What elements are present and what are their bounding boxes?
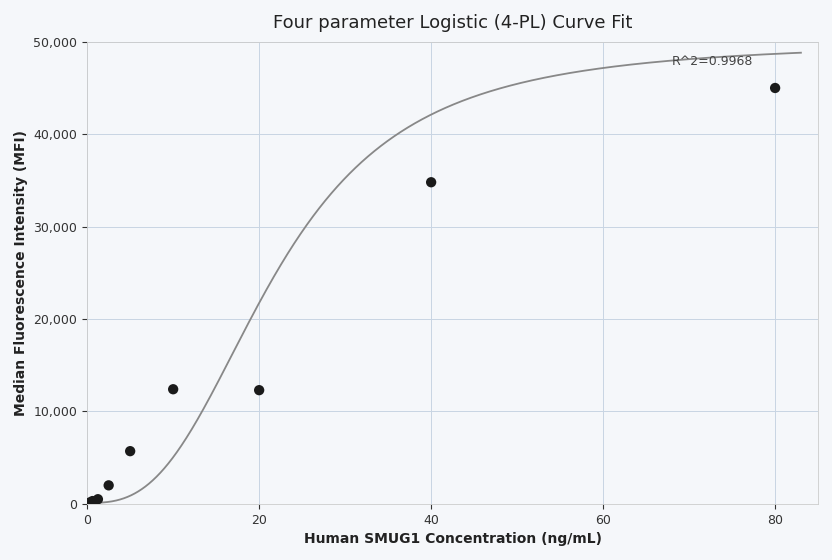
- Point: [83, 498, 97, 507]
- Point: [123, 447, 136, 456]
- X-axis label: Human SMUG1 Concentration (ng/mL): Human SMUG1 Concentration (ng/mL): [304, 532, 602, 546]
- Y-axis label: Median Fluorescence Intensity (MFI): Median Fluorescence Intensity (MFI): [14, 130, 28, 416]
- Point: [92, 494, 105, 503]
- Point: [769, 83, 782, 92]
- Point: [424, 178, 438, 186]
- Point: [86, 497, 99, 506]
- Point: [252, 386, 265, 395]
- Point: [102, 481, 116, 490]
- Text: R^2=0.9968: R^2=0.9968: [672, 55, 753, 68]
- Point: [166, 385, 180, 394]
- Title: Four parameter Logistic (4-PL) Curve Fit: Four parameter Logistic (4-PL) Curve Fit: [273, 14, 632, 32]
